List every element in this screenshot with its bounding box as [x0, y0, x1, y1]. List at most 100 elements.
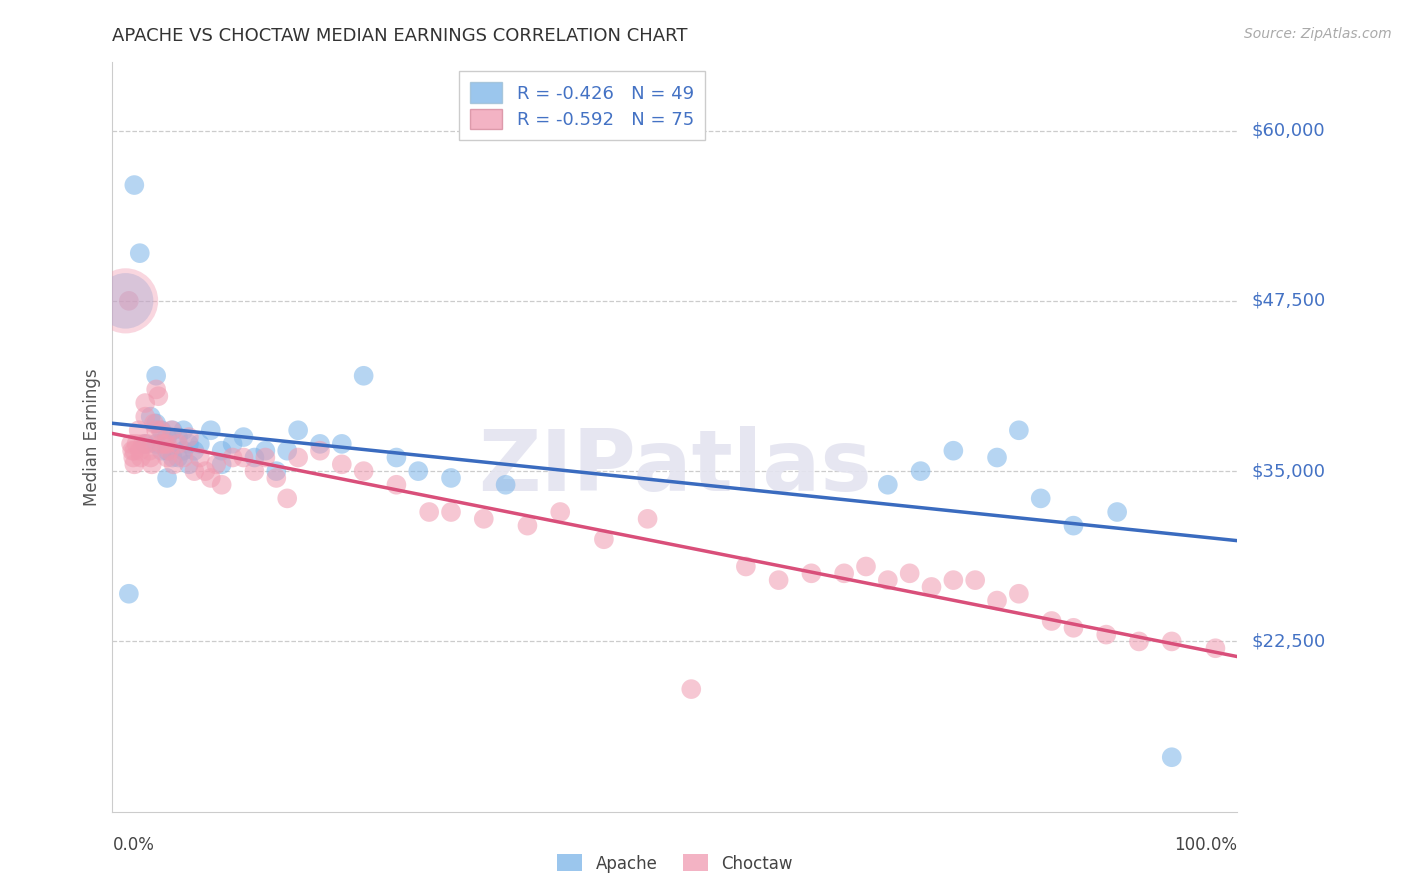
Point: [276, 443, 298, 458]
Point: [1160, 750, 1182, 764]
Point: [353, 464, 375, 478]
Point: [167, 450, 190, 465]
Point: [1204, 641, 1226, 656]
Point: [855, 559, 877, 574]
Point: [188, 437, 211, 451]
Point: [156, 443, 179, 458]
Point: [266, 464, 288, 478]
Point: [141, 458, 163, 472]
Point: [120, 437, 142, 451]
Point: [309, 437, 332, 451]
Point: [124, 443, 146, 458]
Text: Source: ZipAtlas.com: Source: ZipAtlas.com: [1244, 27, 1392, 41]
Point: [122, 450, 145, 465]
Point: [145, 417, 167, 431]
Point: [800, 566, 823, 581]
Point: [139, 450, 162, 465]
Point: [162, 458, 184, 472]
Point: [121, 443, 143, 458]
Point: [876, 477, 898, 491]
Point: [134, 396, 156, 410]
Point: [516, 518, 538, 533]
Point: [986, 593, 1008, 607]
Text: 100.0%: 100.0%: [1174, 836, 1237, 855]
Point: [160, 423, 183, 437]
Point: [124, 458, 146, 472]
Point: [172, 443, 194, 458]
Point: [243, 464, 266, 478]
Text: APACHE VS CHOCTAW MEDIAN EARNINGS CORRELATION CHART: APACHE VS CHOCTAW MEDIAN EARNINGS CORREL…: [112, 27, 688, 45]
Point: [150, 437, 173, 451]
Text: $60,000: $60,000: [1251, 121, 1324, 139]
Point: [145, 437, 167, 451]
Point: [942, 573, 965, 587]
Point: [183, 443, 205, 458]
Point: [132, 437, 155, 451]
Point: [205, 458, 228, 472]
Point: [1095, 627, 1118, 641]
Point: [385, 477, 408, 491]
Point: [406, 464, 429, 478]
Point: [145, 368, 167, 383]
Point: [965, 573, 987, 587]
Point: [188, 450, 211, 465]
Point: [495, 477, 517, 491]
Point: [156, 450, 179, 465]
Text: $47,500: $47,500: [1251, 292, 1326, 310]
Point: [232, 430, 254, 444]
Point: [1062, 518, 1084, 533]
Point: [1128, 634, 1150, 648]
Point: [1062, 621, 1084, 635]
Point: [942, 443, 965, 458]
Point: [637, 512, 659, 526]
Point: [162, 450, 184, 465]
Point: [167, 437, 190, 451]
Point: [309, 443, 332, 458]
Point: [221, 450, 243, 465]
Point: [167, 430, 190, 444]
Point: [150, 443, 173, 458]
Point: [1040, 614, 1063, 628]
Point: [145, 383, 167, 397]
Point: [162, 423, 184, 437]
Text: $22,500: $22,500: [1251, 632, 1326, 650]
Point: [156, 437, 179, 451]
Point: [172, 450, 194, 465]
Point: [150, 423, 173, 437]
Point: [125, 437, 148, 451]
Point: [148, 389, 170, 403]
Point: [440, 505, 463, 519]
Point: [183, 464, 205, 478]
Point: [353, 368, 375, 383]
Point: [157, 443, 180, 458]
Point: [832, 566, 855, 581]
Point: [124, 178, 146, 192]
Point: [1029, 491, 1052, 506]
Point: [232, 450, 254, 465]
Point: [254, 443, 277, 458]
Point: [177, 430, 200, 444]
Point: [172, 423, 194, 437]
Point: [440, 471, 463, 485]
Point: [114, 293, 136, 308]
Point: [138, 443, 160, 458]
Point: [134, 437, 156, 451]
Point: [153, 437, 176, 451]
Point: [177, 437, 200, 451]
Legend: R = -0.426   N = 49, R = -0.592   N = 75: R = -0.426 N = 49, R = -0.592 N = 75: [458, 71, 704, 140]
Point: [145, 423, 167, 437]
Point: [243, 450, 266, 465]
Point: [143, 417, 166, 431]
Point: [156, 430, 179, 444]
Point: [276, 491, 298, 506]
Point: [211, 443, 233, 458]
Point: [129, 450, 152, 465]
Point: [200, 471, 222, 485]
Point: [1008, 423, 1031, 437]
Point: [128, 443, 150, 458]
Point: [177, 458, 200, 472]
Point: [139, 409, 162, 424]
Point: [734, 559, 756, 574]
Point: [330, 437, 353, 451]
Point: [136, 437, 159, 451]
